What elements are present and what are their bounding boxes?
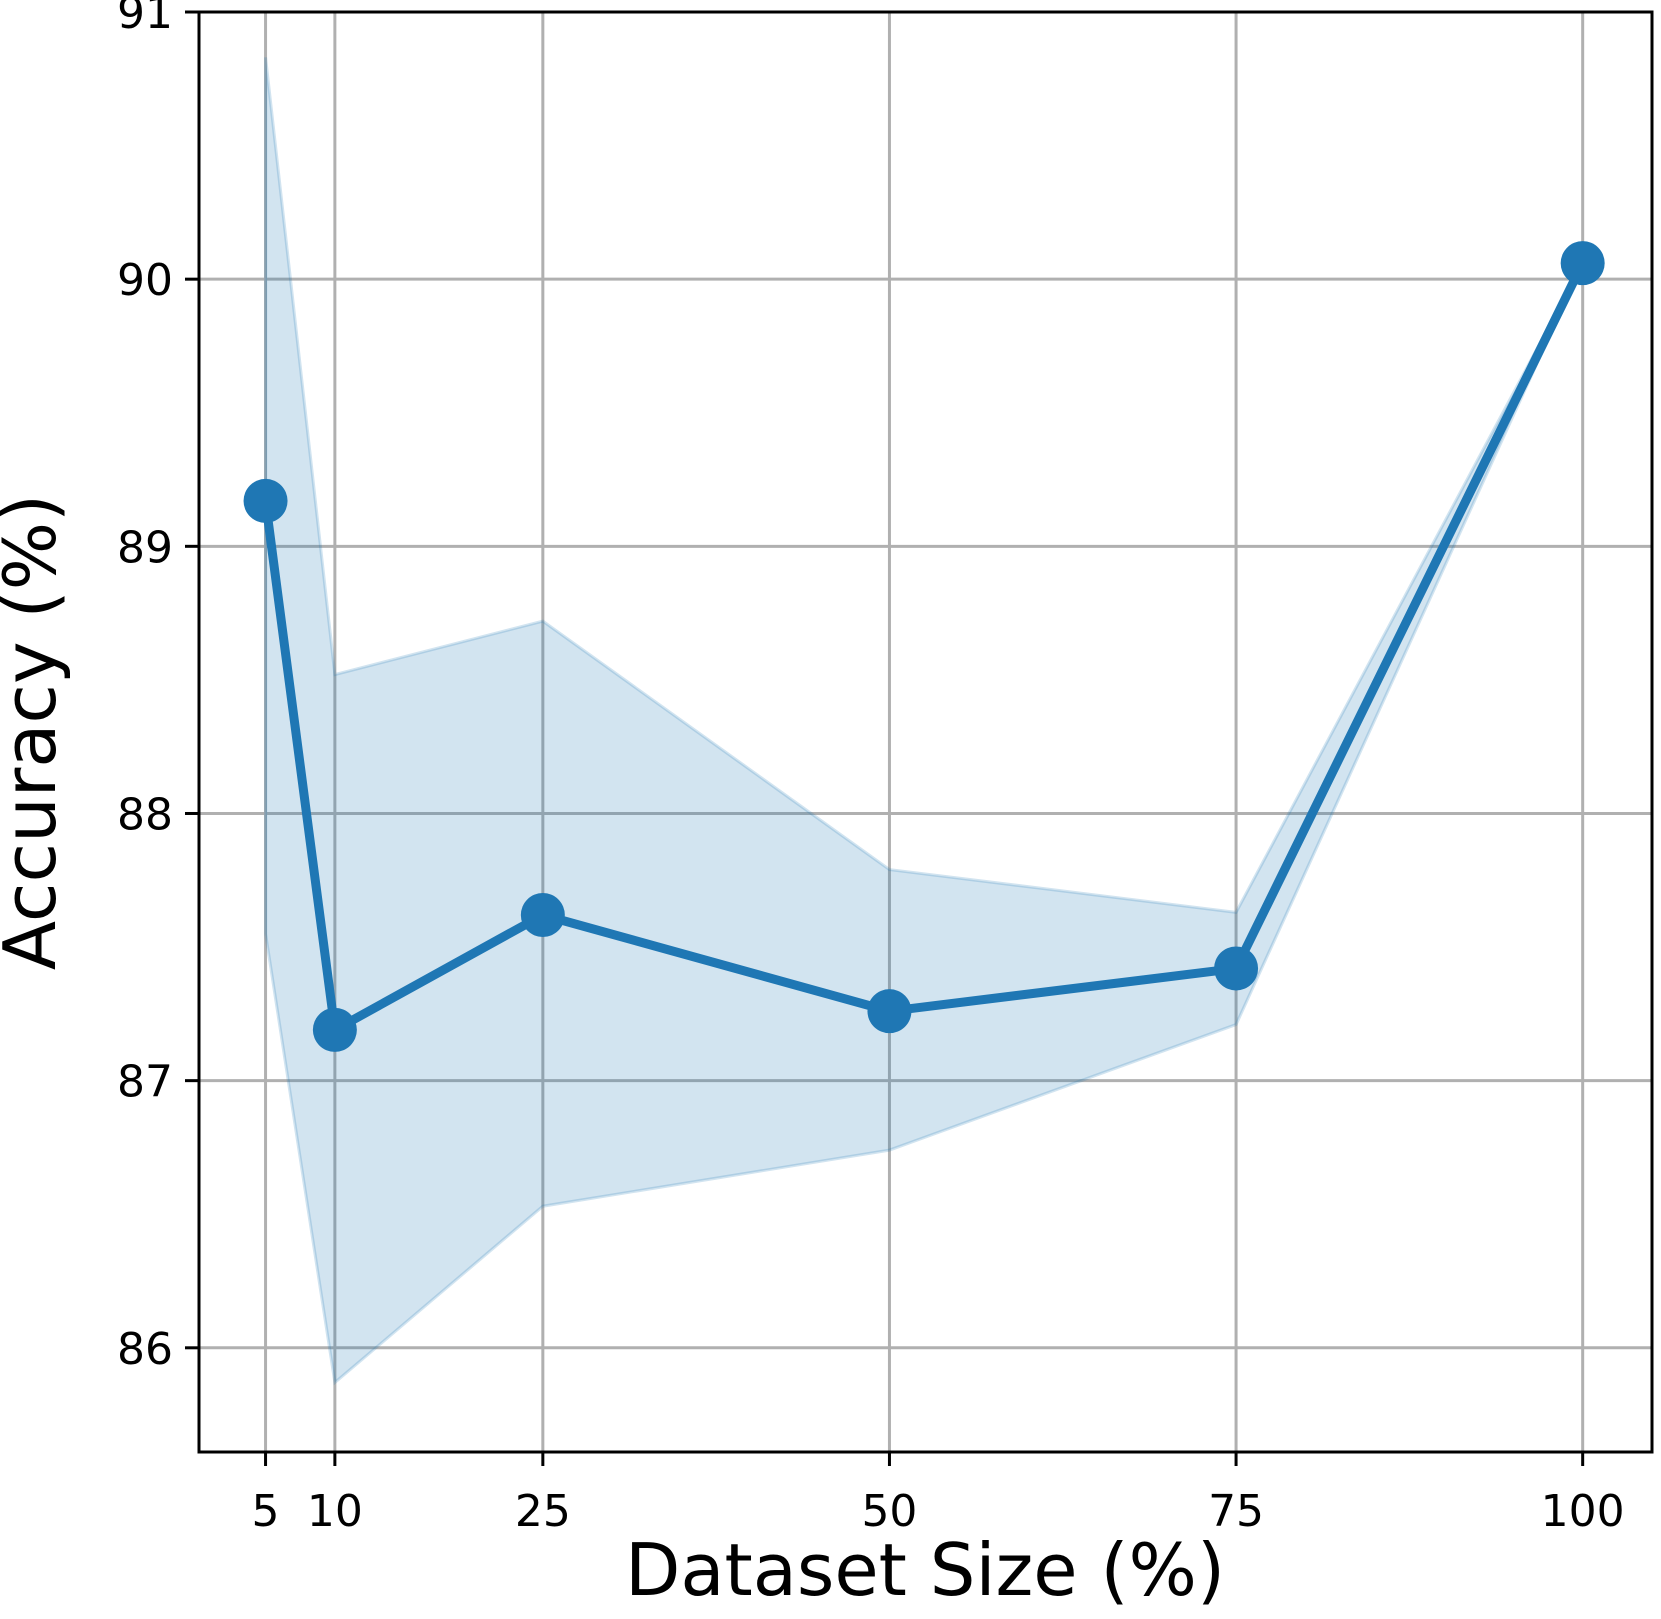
- plot-frame: [197, 10, 1654, 1454]
- x-axis-label: Dataset Size (%): [625, 1528, 1225, 1612]
- x-tick-label: 50: [861, 1486, 917, 1537]
- data-point: [312, 1007, 357, 1052]
- x-tick-label: 25: [515, 1486, 571, 1537]
- data-point: [867, 989, 912, 1034]
- series-line-layer: [261, 261, 1587, 1035]
- data-point: [1214, 946, 1259, 991]
- confidence-band: [264, 57, 1585, 1386]
- data-point: [243, 478, 288, 523]
- x-tick-label: 10: [307, 1486, 363, 1537]
- x-tick-label: 5: [252, 1486, 280, 1537]
- x-tick-label: 75: [1208, 1486, 1264, 1537]
- y-tick-label: 90: [117, 255, 173, 306]
- y-tick-label: 87: [117, 1057, 173, 1108]
- x-tick-label: 100: [1541, 1486, 1625, 1537]
- axis-ticks: 5 10 25 50 75 100 86 87 88 89 90 91: [117, 0, 1625, 1537]
- y-axis-label: Accuracy (%): [0, 494, 72, 970]
- data-point: [1560, 241, 1605, 286]
- y-tick-label: 86: [117, 1324, 173, 1375]
- data-point: [520, 893, 565, 938]
- y-tick-label: 89: [117, 522, 173, 573]
- y-tick-label: 91: [117, 0, 173, 39]
- confidence-band-layer: [264, 57, 1585, 1386]
- series-markers: [243, 241, 1605, 1052]
- series-line: [261, 261, 1587, 1035]
- y-tick-label: 88: [117, 789, 173, 840]
